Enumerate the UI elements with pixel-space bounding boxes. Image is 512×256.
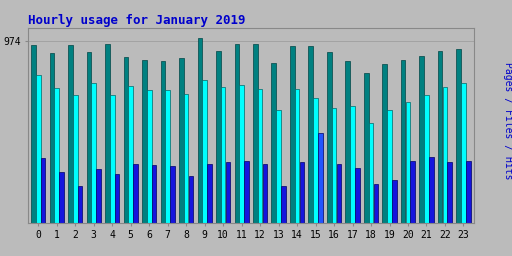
Bar bbox=[276, 110, 281, 223]
Bar bbox=[216, 51, 221, 223]
Bar bbox=[447, 163, 452, 223]
Bar bbox=[179, 58, 184, 223]
Bar bbox=[461, 83, 466, 223]
Bar bbox=[170, 166, 175, 223]
Bar bbox=[429, 157, 434, 223]
Bar bbox=[392, 180, 397, 223]
Bar bbox=[443, 87, 447, 223]
Bar bbox=[258, 89, 263, 223]
Bar bbox=[78, 186, 82, 223]
Bar bbox=[133, 164, 138, 223]
Bar bbox=[336, 164, 341, 223]
Bar bbox=[350, 106, 355, 223]
Bar bbox=[290, 46, 294, 223]
Bar bbox=[189, 176, 194, 223]
Bar bbox=[96, 169, 101, 223]
Bar bbox=[406, 102, 410, 223]
Bar bbox=[165, 90, 170, 223]
Bar bbox=[50, 54, 54, 223]
Bar bbox=[374, 184, 378, 223]
Bar bbox=[313, 98, 318, 223]
Bar bbox=[308, 46, 313, 223]
Bar bbox=[54, 88, 59, 223]
Bar bbox=[110, 94, 115, 223]
Bar bbox=[31, 45, 36, 223]
Bar bbox=[456, 49, 461, 223]
Bar bbox=[253, 44, 258, 223]
Bar bbox=[355, 168, 359, 223]
Bar bbox=[161, 61, 165, 223]
Bar bbox=[263, 164, 267, 223]
Bar bbox=[369, 123, 373, 223]
Bar bbox=[332, 108, 336, 223]
Bar bbox=[438, 51, 442, 223]
Bar bbox=[152, 165, 156, 223]
Bar bbox=[87, 52, 91, 223]
Bar bbox=[41, 158, 46, 223]
Bar bbox=[382, 64, 387, 223]
Bar bbox=[115, 174, 119, 223]
Bar bbox=[327, 52, 332, 223]
Bar bbox=[271, 63, 276, 223]
Bar bbox=[234, 44, 239, 223]
Bar bbox=[466, 161, 471, 223]
Bar bbox=[424, 94, 429, 223]
Bar bbox=[202, 80, 207, 223]
Text: Hourly usage for January 2019: Hourly usage for January 2019 bbox=[28, 14, 246, 27]
Bar bbox=[364, 73, 369, 223]
Bar bbox=[387, 110, 392, 223]
Bar bbox=[142, 60, 147, 223]
Bar bbox=[36, 75, 40, 223]
Bar bbox=[59, 172, 64, 223]
Bar bbox=[92, 83, 96, 223]
Bar bbox=[73, 94, 78, 223]
Bar bbox=[300, 163, 304, 223]
Bar bbox=[281, 186, 286, 223]
Bar bbox=[401, 60, 406, 223]
Bar bbox=[147, 90, 152, 223]
Bar bbox=[239, 85, 244, 223]
Bar bbox=[68, 45, 73, 223]
Bar bbox=[419, 56, 424, 223]
Bar bbox=[129, 86, 133, 223]
Bar bbox=[346, 61, 350, 223]
Bar bbox=[123, 57, 128, 223]
Bar bbox=[226, 162, 230, 223]
Bar bbox=[207, 164, 212, 223]
Bar bbox=[244, 161, 249, 223]
Bar bbox=[198, 38, 202, 223]
Bar bbox=[295, 89, 300, 223]
Bar bbox=[318, 133, 323, 223]
Bar bbox=[105, 44, 110, 223]
Bar bbox=[411, 161, 415, 223]
Bar bbox=[184, 94, 188, 223]
Bar bbox=[221, 87, 225, 223]
Text: Pages / Files / Hits: Pages / Files / Hits bbox=[503, 62, 512, 179]
